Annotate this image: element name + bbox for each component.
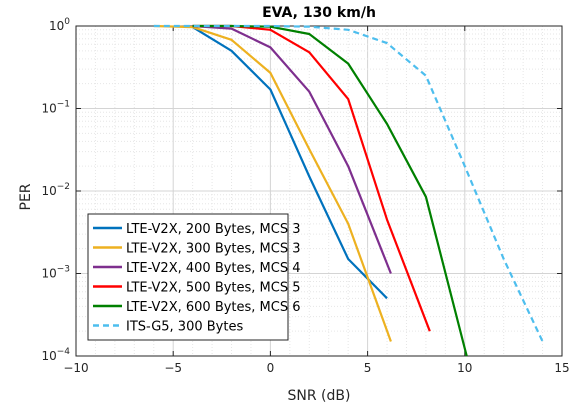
legend-entry-6: ITS-G5, 300 Bytes [126,320,243,335]
series-line-6 [153,24,544,342]
x-tick-label: −5 [164,361,182,375]
legend-entry-4: LTE-V2X, 500 Bytes, MCS 5 [126,281,301,296]
y-tick-label: 100 [49,17,70,33]
y-tick-label: 10−4 [41,347,70,363]
x-tick-label: 15 [554,361,569,375]
series-line-1 [192,26,388,300]
legend-entry-1: LTE-V2X, 200 Bytes, MCS 3 [126,222,301,237]
legend: LTE-V2X, 200 Bytes, MCS 3 LTE-V2X, 300 By… [87,213,301,341]
y-tick-label: 10−2 [41,182,70,198]
legend-box [87,213,289,341]
series-line-3 [192,24,392,274]
chart-title: EVA, 130 km/h [262,5,376,21]
x-tick-label: 0 [267,361,275,375]
series-lines [153,24,544,357]
x-tick-label: 5 [364,361,372,375]
y-tick-label: 10−3 [41,265,70,281]
y-tick-label: 10−1 [41,100,70,116]
legend-entry-5: LTE-V2X, 600 Bytes, MCS 6 [126,300,301,315]
x-tick-label: 10 [457,361,472,375]
legend-entry-2: LTE-V2X, 300 Bytes, MCS 3 [126,242,301,257]
y-axis-label: PER [18,183,34,210]
x-axis-label: SNR (dB) [288,388,351,404]
axis-ticks: −10 −5 0 5 10 15 100 10−1 10−2 10−3 10−4 [41,17,569,375]
x-tick-label: −10 [63,361,88,375]
legend-entry-3: LTE-V2X, 400 Bytes, MCS 4 [126,261,301,276]
